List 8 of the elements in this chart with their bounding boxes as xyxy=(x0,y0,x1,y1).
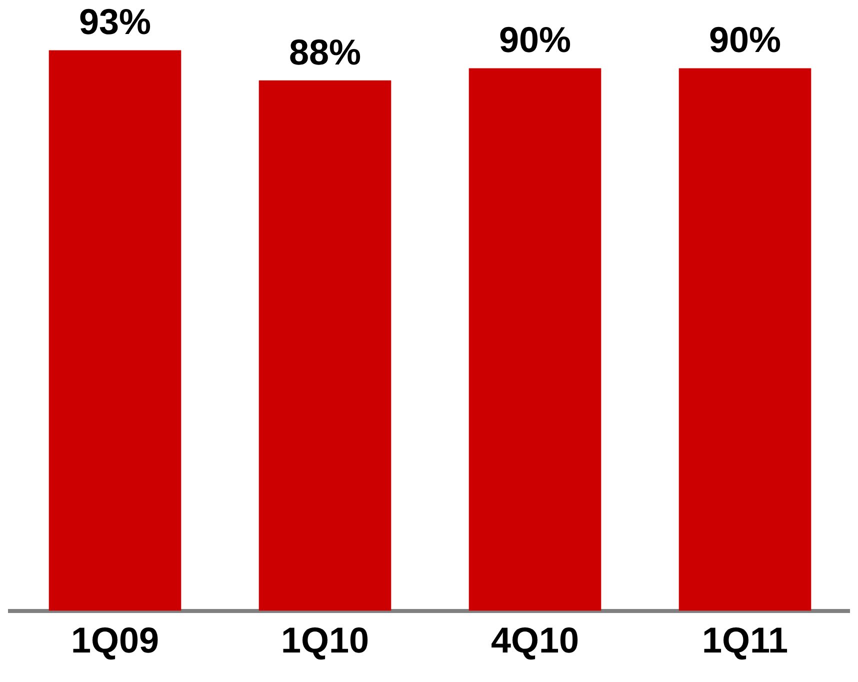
x-tick-label: 1Q10 xyxy=(280,619,370,660)
x-tick-label: 4Q10 xyxy=(490,619,580,660)
data-label: 88% xyxy=(288,31,362,72)
data-label: 90% xyxy=(498,19,572,60)
x-tick-label: 1Q11 xyxy=(702,619,788,660)
data-label: 93% xyxy=(78,1,152,42)
x-tick-label: 1Q09 xyxy=(70,619,160,660)
data-label: 90% xyxy=(708,19,782,60)
